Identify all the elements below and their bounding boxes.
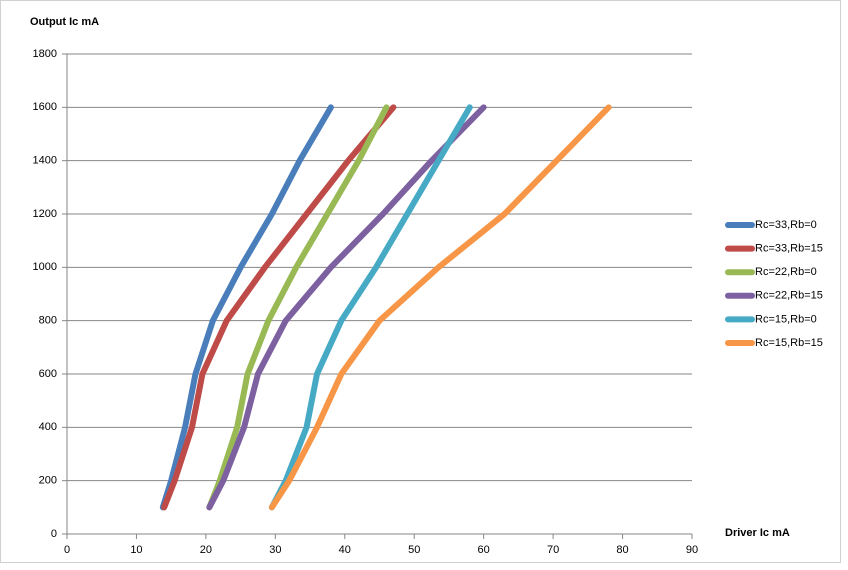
y-axis-title: Output Ic mA — [30, 16, 99, 28]
x-tick-label: 20 — [200, 544, 212, 556]
y-tick-label: 400 — [39, 421, 57, 433]
series-line — [268, 104, 612, 511]
x-tick-label: 90 — [686, 544, 698, 556]
y-tick-label: 1000 — [33, 261, 57, 273]
y-tick-label: 200 — [39, 475, 57, 487]
x-tick-label: 70 — [547, 544, 559, 556]
x-tick-label: 50 — [408, 544, 420, 556]
series-line — [159, 104, 334, 511]
y-tick-label: 1200 — [33, 208, 57, 220]
x-tick-label: 30 — [269, 544, 281, 556]
y-tick-label: 800 — [39, 315, 57, 327]
y-tick-label: 1600 — [33, 101, 57, 113]
legend-label: Rc=22,Rb=0 — [755, 266, 817, 278]
x-tick-label: 10 — [130, 544, 142, 556]
legend-label: Rc=22,Rb=15 — [755, 290, 823, 302]
x-tick-label: 0 — [64, 544, 70, 556]
x-tick-label: 40 — [339, 544, 351, 556]
legend-label: Rc=15,Rb=0 — [755, 313, 817, 325]
x-tick-label: 60 — [478, 544, 490, 556]
series-line — [206, 104, 487, 511]
x-axis-title: Driver Ic mA — [725, 527, 790, 539]
x-tick-label: 80 — [616, 544, 628, 556]
series-line — [161, 104, 397, 511]
y-tick-label: 600 — [39, 368, 57, 380]
series-line — [268, 104, 473, 511]
legend-label: Rc=33,Rb=0 — [755, 219, 817, 231]
y-tick-label: 1800 — [33, 48, 57, 60]
legend-label: Rc=15,Rb=15 — [755, 337, 823, 349]
y-tick-label: 0 — [51, 528, 57, 540]
y-tick-label: 1400 — [33, 155, 57, 167]
legend-label: Rc=33,Rb=15 — [755, 243, 823, 255]
series-line — [206, 104, 390, 511]
